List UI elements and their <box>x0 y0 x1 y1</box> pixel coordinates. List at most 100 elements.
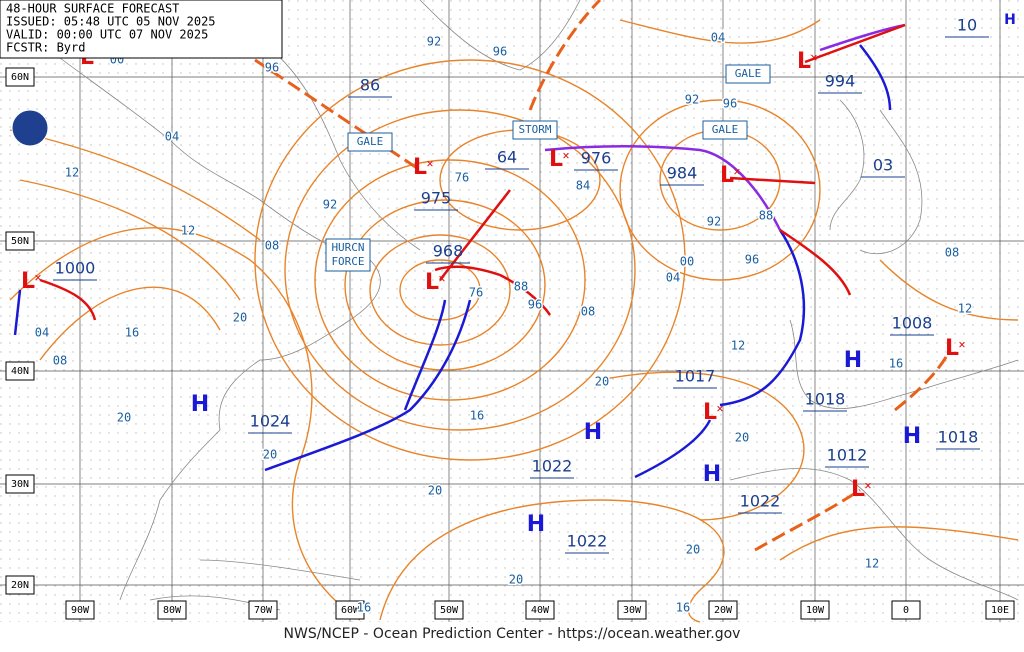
longitude-label: 90W <box>71 605 90 616</box>
low-center-x: × <box>733 165 740 179</box>
longitude-label-box <box>891 600 921 620</box>
isobar-label: 08 <box>945 246 959 260</box>
latitude-label-box <box>5 361 35 381</box>
isobar-label: 76 <box>469 286 483 300</box>
warning-label: HURCN FORCE <box>331 241 364 268</box>
isobar-label: 88 <box>759 209 773 223</box>
pressure-label: 1008 <box>892 314 933 333</box>
pressure-label: 1022 <box>740 492 781 511</box>
isobar-label: 84 <box>576 179 590 193</box>
low-center-x: × <box>716 402 723 416</box>
longitude-label-box <box>65 600 95 620</box>
warning-label: GALE <box>735 67 762 80</box>
pressure-label: 984 <box>667 164 698 183</box>
pressure-label: 1018 <box>938 428 979 447</box>
high-symbol: H <box>1004 12 1016 28</box>
longitude-label: 30W <box>623 605 642 616</box>
pressure-label: 976 <box>581 149 612 168</box>
isobar-label: 00 <box>680 255 694 269</box>
high-symbol: H <box>584 420 602 445</box>
high-symbol: H <box>191 392 209 417</box>
isobar-label: 96 <box>723 97 737 111</box>
coastlines <box>9 0 1019 611</box>
longitude-label: 40W <box>531 605 550 616</box>
isobar-label: 96 <box>528 298 542 312</box>
warning-box <box>325 238 371 272</box>
isobar-label: 20 <box>117 411 131 425</box>
pressure-label: 994 <box>825 72 856 91</box>
latitude-label-box <box>5 474 35 494</box>
isobar-label: 12 <box>958 302 972 316</box>
pressure-label: 10 <box>957 16 977 35</box>
pressure-label: 86 <box>360 76 380 95</box>
latitude-label: 40N <box>11 366 29 377</box>
isobar-label: 20 <box>233 311 247 325</box>
longitude-label: 20W <box>714 605 733 616</box>
isobar-label: 76 <box>455 171 469 185</box>
warning-label: GALE <box>357 135 384 148</box>
isobar-label: 20 <box>263 448 277 462</box>
isobar-label: 92 <box>685 93 699 107</box>
header-line: VALID: 00:00 UTC 07 NOV 2025 <box>6 28 208 42</box>
pressure-label: 64 <box>497 148 517 167</box>
low-center-x: × <box>562 149 569 163</box>
isobar-label: 16 <box>125 326 139 340</box>
latitude-label-box <box>5 67 35 87</box>
warning-label: STORM <box>518 123 551 136</box>
pressure-label: 975 <box>421 189 452 208</box>
low-symbol: L <box>703 400 717 425</box>
isobar-label: 20 <box>595 375 609 389</box>
isobar-label: 12 <box>65 166 79 180</box>
isobar-label: 08 <box>265 239 279 253</box>
low-center-x: × <box>958 338 965 352</box>
low-symbol: L <box>797 49 811 74</box>
low-center-x: × <box>864 479 871 493</box>
isobar-label: 20 <box>428 484 442 498</box>
longitude-label: 50W <box>440 605 459 616</box>
high-symbol: H <box>703 462 721 487</box>
isobar-label: 04 <box>711 31 725 45</box>
isobar-label: 92 <box>323 198 337 212</box>
isobar-label: 88 <box>514 280 528 294</box>
isobar-label: 96 <box>265 61 279 75</box>
isobar-label: 08 <box>581 305 595 319</box>
isobar-label: 96 <box>745 253 759 267</box>
isobar-label: 12 <box>865 557 879 571</box>
longitude-label-box <box>335 600 365 620</box>
high-symbol: H <box>903 424 921 449</box>
longitude-label-box <box>800 600 830 620</box>
isobar-label: 16 <box>357 601 371 615</box>
warning-box <box>512 120 558 140</box>
longitude-label-box <box>434 600 464 620</box>
warning-box <box>725 64 771 84</box>
latitude-label: 20N <box>11 580 29 591</box>
isobar-label: 96 <box>493 45 507 59</box>
isobar-label: 92 <box>707 215 721 229</box>
footer: NWS/NCEP - Ocean Prediction Center - htt… <box>284 626 741 642</box>
latitude-label: 50N <box>11 236 29 247</box>
isobar-label: 04 <box>666 271 680 285</box>
low-center-x: × <box>810 51 817 65</box>
high-symbol: H <box>527 512 545 537</box>
noaa-logo <box>11 109 49 147</box>
isobar-label: 04 <box>165 130 179 144</box>
longitude-label: 10W <box>806 605 825 616</box>
low-symbol: L <box>945 336 959 361</box>
latitude-label: 60N <box>11 72 29 83</box>
isobar-label: 12 <box>181 224 195 238</box>
low-symbol: L <box>720 163 734 188</box>
longitude-label: 80W <box>163 605 182 616</box>
latitude-label: 30N <box>11 479 29 490</box>
isobar-label: 20 <box>686 543 700 557</box>
labels: 60N 50N 40N 30N 20N 90W 80W 70W 60W 50W 40W 30W 20W 1… <box>5 12 1016 620</box>
fronts <box>13 0 952 552</box>
graticule <box>0 0 1024 622</box>
low-symbol: L <box>21 269 35 294</box>
low-symbol: L <box>425 270 439 295</box>
pressure-label: 1022 <box>567 532 608 551</box>
low-symbol: L <box>549 147 563 172</box>
longitude-label: 60W <box>341 605 360 616</box>
